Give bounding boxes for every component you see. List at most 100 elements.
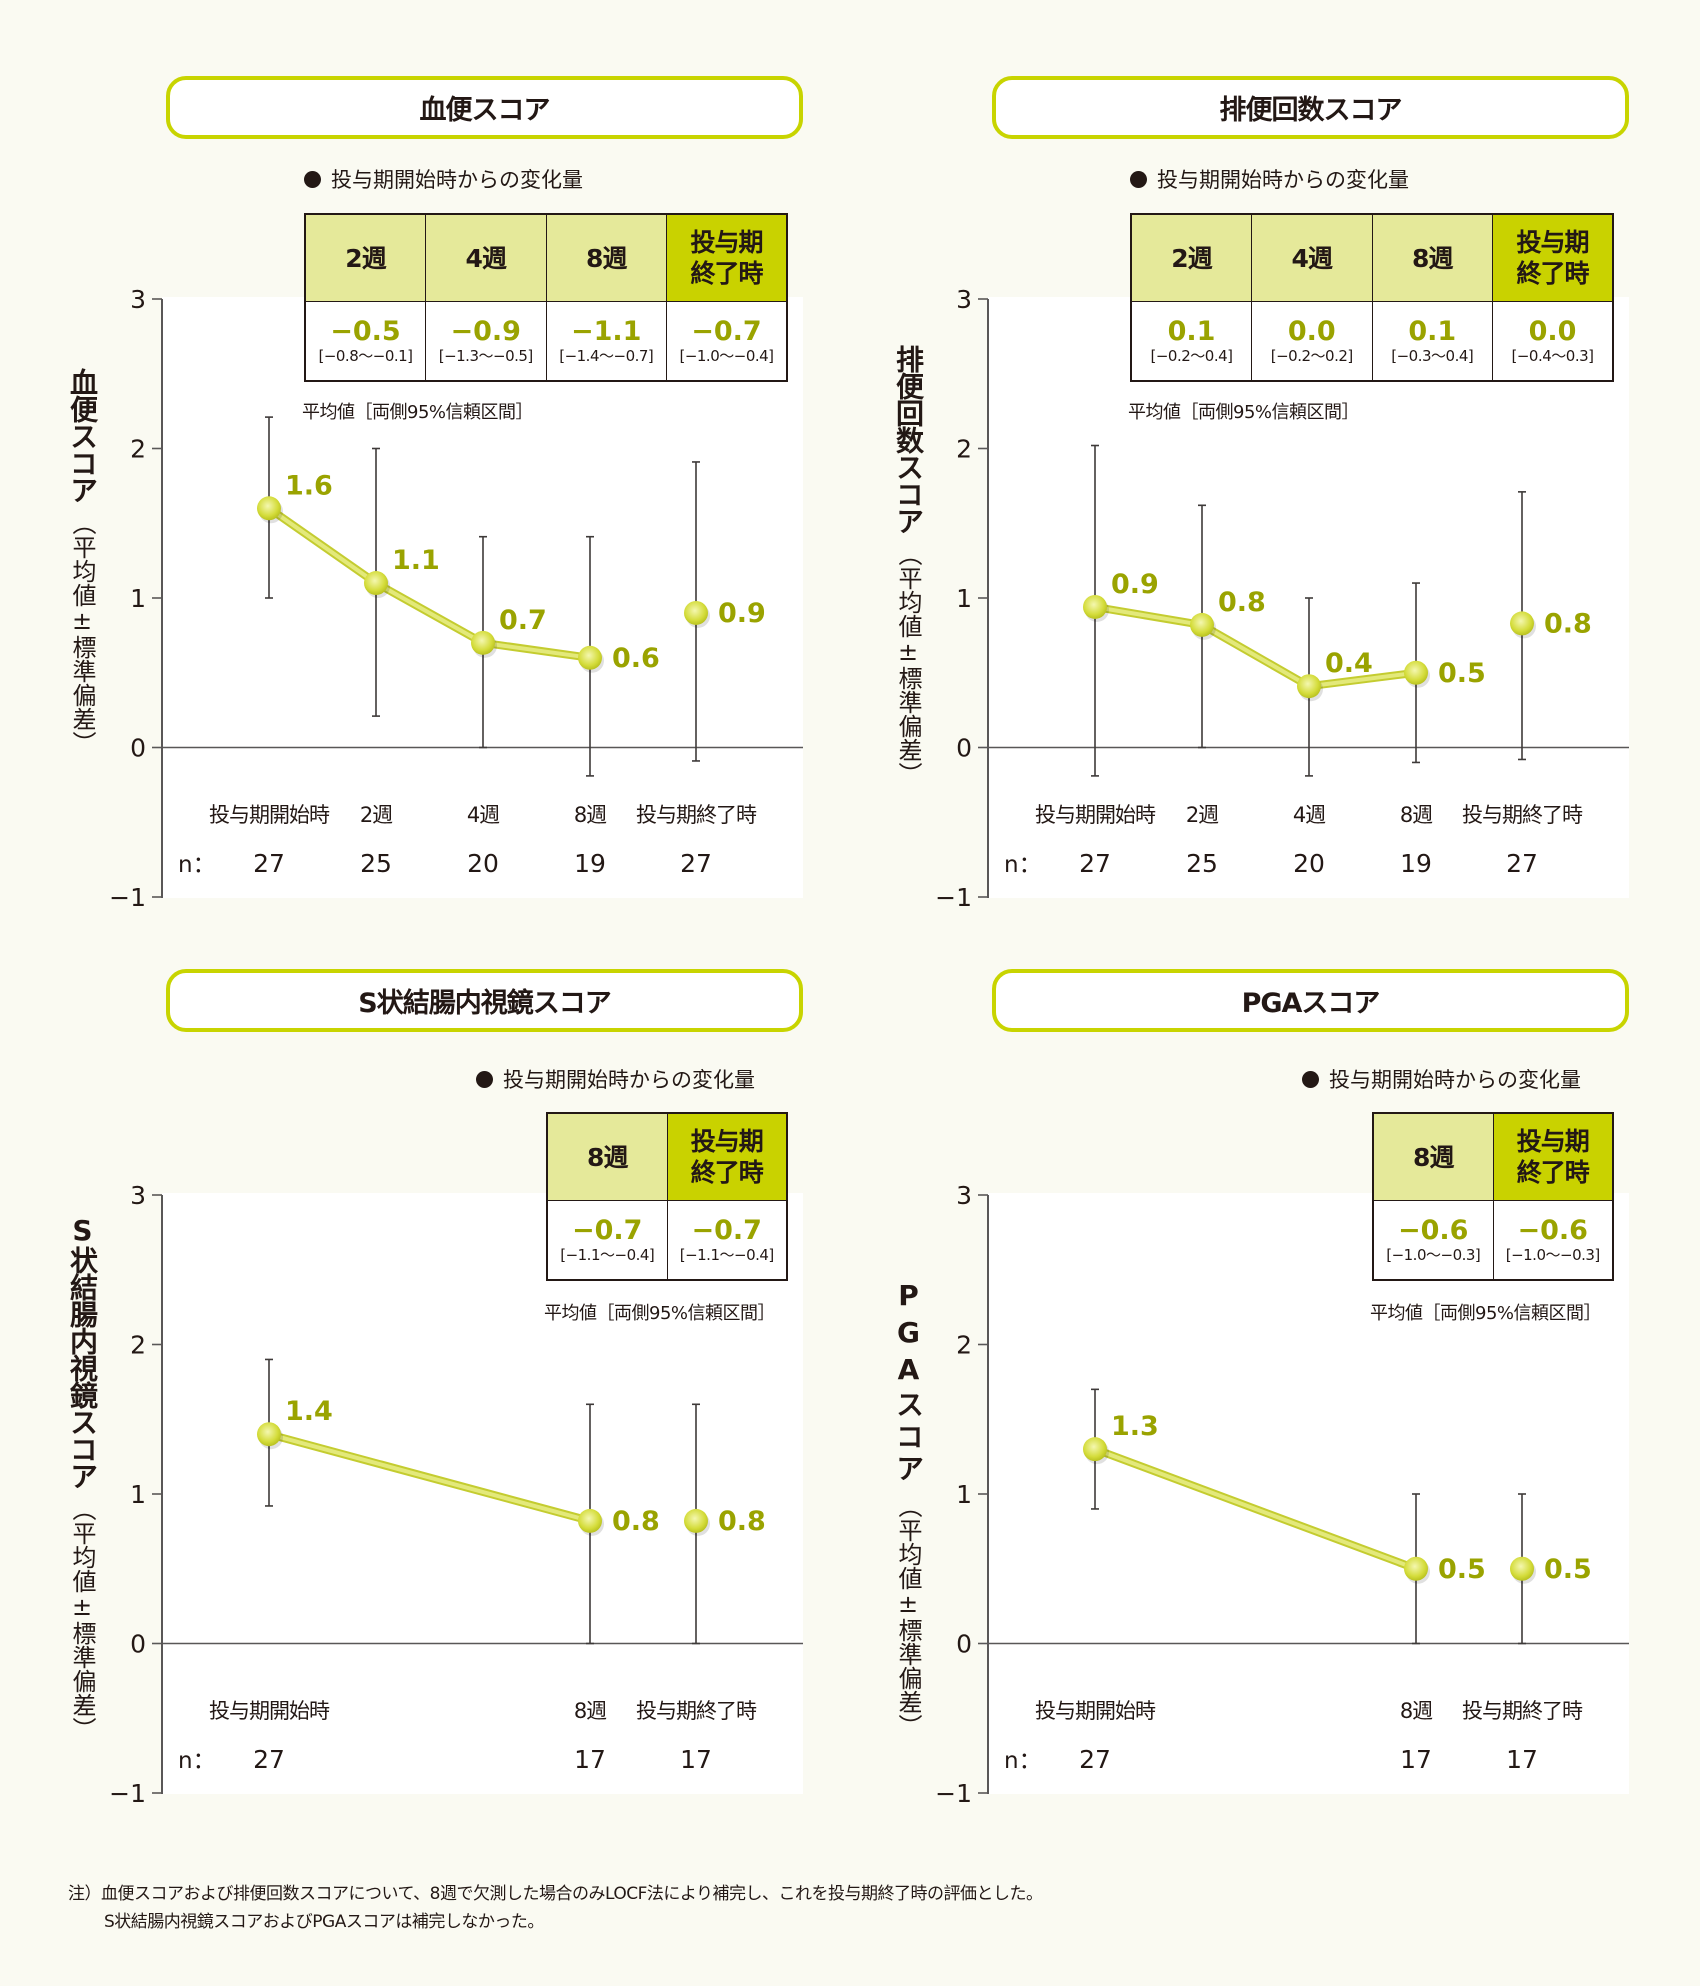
y-axis-subtitle: （平均値±標準偏差） — [68, 1497, 96, 1741]
n-label: n： — [178, 1748, 216, 1774]
change-table-cell: 0.1 [−0.2〜0.4] — [1130, 301, 1252, 382]
data-point — [257, 1422, 281, 1447]
data-point — [1510, 611, 1534, 636]
change-ci: [−1.3〜−0.5] — [438, 347, 534, 365]
chart-title: S状結腸内視鏡スコア — [166, 969, 803, 1032]
change-ci: [−1.4〜−0.7] — [559, 347, 654, 365]
x-category-label: 4週 — [1293, 803, 1326, 827]
change-table-cell: −0.5 [−0.8〜−0.1] — [304, 301, 426, 382]
n-label: n： — [1004, 1748, 1042, 1774]
change-table: 8週 投与期 終了時 −0.7 [−1.1〜−0.4] −0.7 [−1.1〜−0.4] — [546, 1112, 788, 1281]
x-category-label: 投与期開始時 — [1035, 1699, 1156, 1723]
y-axis-subtitle: （平均値±標準偏差） — [894, 1494, 922, 1738]
data-point — [684, 600, 708, 625]
n-value: 27 — [680, 849, 712, 878]
chart-svg: 3 2 1 0 −1 1.3 0.5 0.5 n： 投与期開始時 27 8週 17 投与期終了時 17 — [935, 1181, 1629, 1808]
series-line — [267, 506, 378, 586]
n-label: n： — [1004, 852, 1042, 878]
x-category-label: 投与期開始時 — [209, 1699, 330, 1723]
data-point — [578, 1508, 602, 1533]
data-label: 1.4 — [285, 1396, 333, 1427]
series-line — [1093, 604, 1204, 627]
change-ci: [−0.3〜0.4] — [1391, 347, 1474, 365]
data-point — [364, 571, 388, 596]
data-point — [1297, 674, 1321, 699]
y-tick-label: −1 — [935, 883, 972, 912]
change-table-header: 8週 — [1371, 213, 1493, 302]
n-value: 27 — [1079, 1745, 1111, 1774]
data-label: 0.6 — [612, 643, 660, 674]
n-value: 17 — [1400, 1745, 1432, 1774]
change-table-header: 投与期 終了時 — [1492, 1112, 1614, 1201]
y-tick-label: 3 — [956, 1181, 972, 1210]
y-tick-label: 3 — [956, 285, 972, 314]
y-axis-label: 排便回数スコア （平均値±標準偏差） — [890, 345, 926, 786]
chart-title: 血便スコア — [166, 76, 803, 139]
series-line — [1200, 622, 1311, 689]
y-tick-label: 1 — [130, 584, 146, 613]
change-heading-text: 投与期開始時からの変化量 — [331, 168, 583, 192]
change-value: 0.0 — [1528, 316, 1577, 347]
change-heading: 投与期開始時からの変化量 — [304, 164, 583, 194]
x-category-label: 8週 — [1400, 803, 1433, 827]
series-line — [267, 1432, 592, 1523]
change-value: −0.7 — [691, 1215, 762, 1246]
change-heading: 投与期開始時からの変化量 — [476, 1064, 755, 1094]
y-tick-label: −1 — [109, 1779, 146, 1808]
n-value: 27 — [253, 849, 285, 878]
change-heading-text: 投与期開始時からの変化量 — [1157, 168, 1409, 192]
data-label: 0.5 — [1438, 658, 1486, 689]
y-tick-label: 3 — [130, 1181, 146, 1210]
chart-panel-pga: PGAスコア 投与期開始時からの変化量 8週 投与期 終了時 −0.6 [−1.0〜−0.… — [826, 896, 1652, 1808]
y-axis-label: 血便スコア （平均値±標準偏差） — [64, 368, 100, 755]
data-label: 0.8 — [718, 1506, 766, 1537]
n-value: 19 — [1400, 849, 1432, 878]
data-label: 1.6 — [285, 470, 333, 501]
change-table-header: 投与期 終了時 — [666, 213, 788, 302]
y-axis-label: S状結腸内視鏡スコア （平均値±標準偏差） — [64, 1214, 100, 1741]
x-category-label: 2週 — [360, 803, 393, 827]
data-point — [1404, 1556, 1428, 1581]
footnote: 注）血便スコアおよび排便回数スコアについて、8週で欠測した場合のみLOCF法によ… — [68, 1880, 1043, 1936]
chart-title: 排便回数スコア — [992, 76, 1629, 139]
x-category-label: 2週 — [1186, 803, 1219, 827]
data-label: 0.4 — [1325, 648, 1373, 679]
change-table-cell: −0.7 [−1.0〜−0.4] — [666, 301, 788, 382]
change-ci: [−0.4〜0.3] — [1511, 347, 1594, 365]
series-line — [374, 581, 485, 645]
change-table-header: 8週 — [545, 213, 667, 302]
change-value: −0.6 — [1398, 1215, 1469, 1246]
change-ci: [−1.0〜−0.4] — [679, 347, 774, 365]
change-ci: [−1.1〜−0.4] — [560, 1246, 655, 1264]
bullet-dot-icon — [1130, 170, 1147, 188]
change-ci: [−0.2〜0.2] — [1270, 347, 1353, 365]
data-label: 0.5 — [1438, 1554, 1486, 1585]
change-value: −0.7 — [572, 1215, 643, 1246]
change-heading-text: 投与期開始時からの変化量 — [503, 1068, 755, 1092]
data-point — [257, 496, 281, 521]
change-table-header: 投与期 終了時 — [1492, 213, 1614, 302]
y-tick-label: 3 — [130, 285, 146, 314]
change-table-header: 投与期 終了時 — [666, 1112, 788, 1201]
x-category-label: 投与期終了時 — [1462, 1699, 1583, 1723]
data-point — [1190, 612, 1214, 637]
y-tick-label: −1 — [109, 883, 146, 912]
data-label: 0.8 — [612, 1506, 660, 1537]
n-value: 27 — [1506, 849, 1538, 878]
change-value: −1.1 — [571, 316, 642, 347]
chart-svg: 3 2 1 0 −1 0.9 0.8 0.4 0.5 0.8 n： 投与期開始時 27 2週 25 4週 20 8… — [935, 285, 1629, 912]
data-label: 0.8 — [1544, 608, 1592, 639]
y-tick-label: 0 — [130, 734, 146, 763]
x-category-label: 投与期終了時 — [1462, 803, 1583, 827]
ci-note: 平均値［両側95%信頼区間］ — [1128, 402, 1360, 423]
n-value: 20 — [1293, 849, 1325, 878]
n-value: 17 — [574, 1745, 606, 1774]
y-tick-label: 0 — [956, 734, 972, 763]
y-axis-title: S状結腸内視鏡スコア — [66, 1214, 99, 1489]
change-table-cell: 0.1 [−0.3〜0.4] — [1371, 301, 1493, 382]
series-line — [1093, 1447, 1418, 1571]
data-label: 1.3 — [1111, 1411, 1159, 1442]
bullet-dot-icon — [476, 1070, 493, 1088]
change-value: −0.9 — [450, 316, 521, 347]
change-table-header: 2週 — [304, 213, 426, 302]
